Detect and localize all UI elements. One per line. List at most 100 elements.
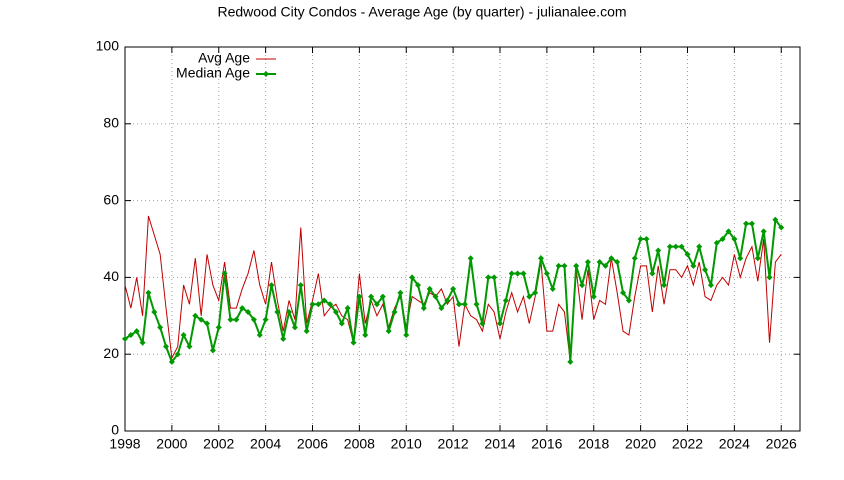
point: [168, 358, 175, 365]
point: [368, 293, 375, 300]
point: [497, 320, 503, 327]
point: [637, 236, 644, 242]
point: [731, 236, 738, 242]
x-tick-label: 2020: [625, 436, 656, 452]
point: [397, 289, 404, 296]
point: [385, 328, 392, 335]
point: [280, 335, 287, 342]
point: [420, 305, 427, 312]
point: [561, 262, 568, 269]
point: [467, 255, 474, 262]
point: [643, 236, 650, 242]
point: [725, 228, 732, 235]
x-tick-label: 2016: [531, 436, 562, 452]
point: [455, 301, 462, 308]
point: [690, 262, 697, 269]
point: [620, 289, 627, 296]
point: [754, 255, 761, 262]
y-tick-label: 0: [111, 422, 119, 438]
point: [186, 343, 193, 350]
chart-title: Redwood City Condos - Average Age (by qu…: [217, 4, 626, 20]
point: [555, 262, 562, 269]
point: [127, 332, 134, 338]
point: [649, 270, 656, 277]
x-tick-label: 2014: [484, 436, 515, 452]
x-tick-label: 2012: [438, 436, 469, 452]
point: [684, 251, 691, 258]
point: [192, 312, 199, 319]
point: [485, 274, 492, 281]
point: [286, 308, 293, 315]
point: [373, 301, 380, 308]
point: [379, 293, 386, 300]
point: [444, 297, 451, 304]
point: [309, 301, 316, 308]
x-tick-label: 2008: [344, 436, 375, 452]
point: [409, 274, 416, 281]
point: [432, 293, 439, 300]
point: [350, 339, 357, 346]
point: [579, 282, 586, 289]
point: [543, 270, 550, 277]
point: [719, 236, 726, 242]
point: [233, 316, 240, 323]
point: [532, 289, 539, 296]
point: [297, 282, 304, 289]
point: [145, 289, 152, 296]
legend-label: Median Age: [176, 65, 250, 81]
point: [344, 305, 351, 312]
point: [239, 305, 246, 312]
point: [198, 316, 205, 323]
point: [625, 297, 632, 304]
point: [461, 301, 468, 308]
y-tick-label: 40: [103, 268, 119, 284]
x-tick-label: 2010: [391, 436, 422, 452]
x-tick-label: 2002: [203, 436, 234, 452]
y-tick-label: 20: [103, 345, 119, 361]
point: [567, 358, 574, 365]
point: [526, 293, 533, 300]
point: [450, 285, 457, 292]
point: [227, 316, 234, 323]
legend-marker: [263, 71, 269, 77]
legend-label: Avg Age: [198, 50, 250, 66]
point: [778, 224, 785, 231]
point: [596, 259, 603, 266]
point: [157, 324, 164, 331]
x-tick-label: 2024: [719, 436, 750, 452]
point: [713, 239, 720, 246]
point: [180, 332, 187, 338]
y-tick-label: 80: [103, 115, 119, 131]
point: [661, 282, 668, 289]
point: [772, 216, 779, 223]
point: [590, 293, 597, 300]
point: [163, 343, 170, 350]
point: [391, 308, 398, 315]
point: [250, 316, 257, 323]
point: [491, 274, 498, 281]
point: [133, 328, 140, 335]
point: [502, 297, 509, 304]
point: [221, 270, 228, 277]
point: [315, 301, 322, 308]
point: [655, 247, 662, 254]
point: [303, 328, 310, 335]
point: [766, 274, 773, 281]
x-tick-label: 2022: [672, 436, 703, 452]
point: [256, 332, 263, 338]
point: [678, 243, 685, 250]
series-line: [124, 215, 782, 362]
point: [403, 332, 410, 338]
point: [707, 282, 714, 289]
point: [743, 220, 750, 227]
point: [631, 255, 638, 262]
point: [338, 320, 345, 327]
point: [327, 301, 334, 308]
point: [702, 266, 709, 273]
point: [245, 308, 252, 315]
point: [737, 255, 744, 262]
point: [584, 259, 591, 266]
y-tick-label: 100: [96, 38, 120, 54]
